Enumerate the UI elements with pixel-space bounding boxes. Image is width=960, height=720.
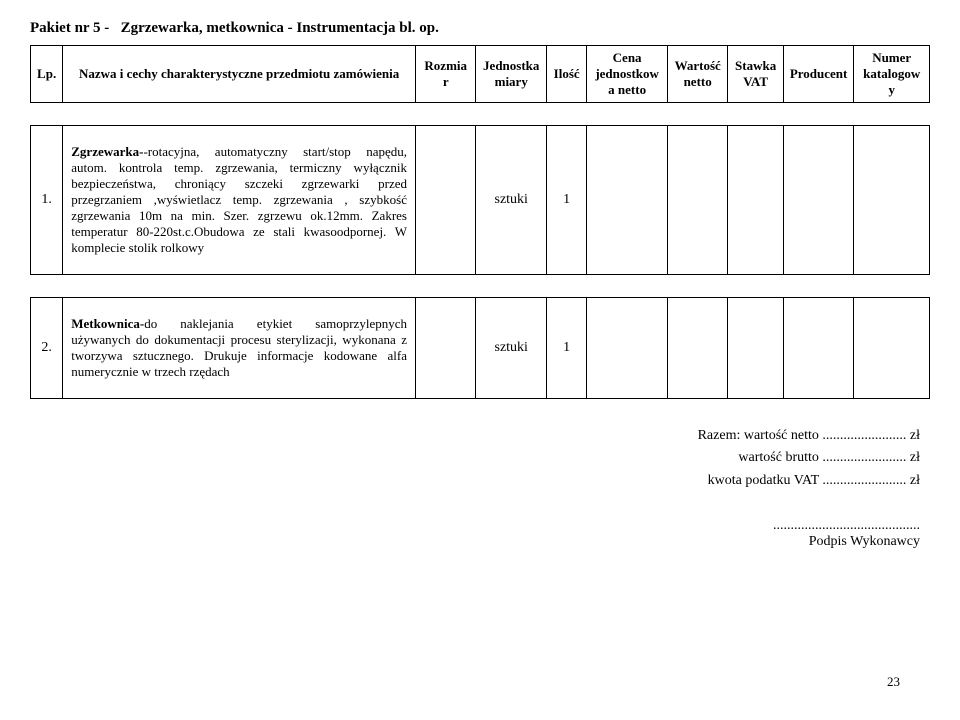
row-bold: Zgrzewarka- (71, 144, 143, 159)
th-jednostka: Jednostka miary (476, 46, 547, 103)
cell-name: Zgrzewarka--rotacyjna, automatyczny star… (63, 126, 416, 275)
page-number: 23 (887, 674, 900, 690)
th-ilosc: Ilość (547, 46, 587, 103)
signature-block: ........................................… (30, 518, 930, 550)
signature-dots: ........................................… (30, 518, 920, 534)
cell-cena (587, 126, 668, 275)
row-rest: -rotacyjna, automatyczny start/stop napę… (71, 144, 407, 255)
cell-name: Metkownica-do naklejania etykiet samoprz… (63, 298, 416, 399)
total-net: Razem: wartość netto ...................… (30, 425, 920, 447)
cell-rozmiar (415, 298, 475, 399)
cell-wartosc (667, 126, 727, 275)
th-lp: Lp. (31, 46, 63, 103)
cell-cena (587, 298, 668, 399)
cell-lp: 2. (31, 298, 63, 399)
header-row: Lp. Nazwa i cechy charakterystyczne prze… (31, 46, 930, 103)
th-cena: Cena jednostkowa netto (587, 46, 668, 103)
cell-producent (783, 298, 854, 399)
total-vat: kwota podatku VAT ......................… (30, 470, 920, 492)
row-bold: Metkownica- (71, 316, 144, 331)
cell-numer (854, 126, 930, 275)
th-rozmiar: Rozmiar (415, 46, 475, 103)
cell-lp: 1. (31, 126, 63, 275)
spacer-row (31, 275, 930, 298)
cell-producent (783, 126, 854, 275)
table-row: 1. Zgrzewarka--rotacyjna, automatyczny s… (31, 126, 930, 275)
cell-stawka (728, 126, 783, 275)
main-table: Lp. Nazwa i cechy charakterystyczne prze… (30, 45, 930, 399)
th-name: Nazwa i cechy charakterystyczne przedmio… (63, 46, 416, 103)
th-producent: Producent (783, 46, 854, 103)
cell-stawka (728, 298, 783, 399)
cell-rozmiar (415, 126, 475, 275)
total-gross: wartość brutto ........................ … (30, 447, 920, 469)
cell-jednostka: sztuki (476, 298, 547, 399)
pkg-main: Zgrzewarka, metkownica - Instrumentacja … (121, 20, 439, 36)
cell-jednostka: sztuki (476, 126, 547, 275)
cell-wartosc (667, 298, 727, 399)
package-title: Pakiet nr 5 - Zgrzewarka, metkownica - I… (30, 20, 930, 37)
pkg-prefix: Pakiet nr 5 - (30, 20, 113, 36)
cell-ilosc: 1 (547, 298, 587, 399)
th-stawka: Stawka VAT (728, 46, 783, 103)
th-wartosc: Wartość netto (667, 46, 727, 103)
cell-ilosc: 1 (547, 126, 587, 275)
th-numer: Numer katalogowy (854, 46, 930, 103)
totals-block: Razem: wartość netto ...................… (30, 425, 930, 492)
signature-label: Podpis Wykonawcy (30, 534, 920, 550)
cell-numer (854, 298, 930, 399)
table-row: 2. Metkownica-do naklejania etykiet samo… (31, 298, 930, 399)
spacer-row (31, 103, 930, 126)
